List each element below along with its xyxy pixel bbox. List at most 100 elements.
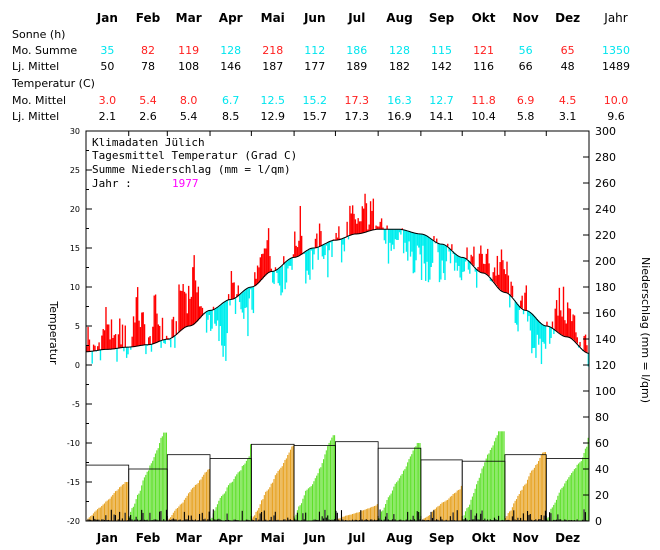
temp-day-bar — [419, 233, 421, 255]
temp-day-bar — [243, 291, 245, 319]
precip-cum-bar — [219, 497, 221, 521]
temp-day-bar — [218, 306, 220, 342]
bottom-month-label: Sep — [429, 531, 455, 545]
temp-day-bar — [281, 265, 284, 293]
precip-cum-bar — [449, 496, 451, 521]
daily-precip-bar — [356, 519, 358, 521]
temp-day-bar — [365, 203, 368, 233]
temp-day-bar — [568, 308, 570, 338]
daily-precip-bar — [234, 519, 236, 521]
temp-day-bar — [314, 238, 317, 248]
temp-day-bar — [480, 245, 482, 273]
daily-precip-bar — [201, 512, 203, 521]
daily-precip-bar — [165, 509, 168, 521]
temp-day-bar — [566, 302, 569, 337]
daily-precip-bar — [316, 519, 318, 521]
temp-day-bar — [226, 300, 228, 334]
precip-cum-bar — [312, 484, 314, 521]
precip-cum-bar — [221, 496, 223, 521]
precip-cum-bar — [511, 507, 513, 521]
daily-precip-bar — [95, 519, 97, 521]
legend-year-label: Jahr : — [92, 177, 132, 190]
daily-precip-bar — [172, 518, 174, 521]
precip-cum-bar — [438, 505, 440, 521]
temp-day-bar — [299, 205, 301, 256]
precip-cum-bar — [172, 512, 174, 521]
daily-precip-bar — [204, 518, 206, 521]
precip-cum-bar — [396, 482, 398, 521]
temp-day-bar — [562, 286, 565, 336]
precip-cum-bar — [411, 454, 413, 521]
precip-cum-bar — [547, 517, 549, 521]
precip-cum-bar — [444, 501, 446, 521]
precip-cum-bar — [520, 490, 522, 521]
daily-precip-bar — [295, 519, 297, 521]
daily-precip-bar — [97, 519, 99, 521]
daily-precip-bar — [269, 519, 271, 521]
precip-cum-bar — [452, 493, 454, 521]
temp-day-bar — [102, 329, 104, 350]
table-month-Mai: Mai — [261, 11, 285, 25]
temp-day-bar — [447, 243, 449, 247]
daily-precip-bar — [409, 519, 411, 521]
temp-day-bar — [187, 285, 190, 327]
daily-precip-bar — [194, 519, 196, 521]
temp-day-bar — [538, 320, 540, 345]
precip-cum-bar — [489, 450, 491, 521]
precip-cum-bar — [113, 493, 115, 521]
daily-precip-bar — [407, 511, 409, 521]
precip-cum-bar — [404, 469, 406, 521]
daily-precip-bar — [332, 519, 334, 521]
precip-cum-bar — [347, 515, 349, 521]
precip-cum-bar — [546, 518, 548, 521]
temp-day-bar — [425, 235, 427, 281]
left-tick-label: 0 — [75, 361, 80, 370]
temp-day-bar — [266, 240, 268, 275]
temp-day-bar — [429, 237, 431, 280]
temp-day-bar — [576, 337, 578, 344]
temp-day-bar — [328, 242, 330, 251]
temp-day-bar — [474, 267, 476, 272]
daily-precip-bar — [385, 516, 387, 521]
precip-cum-bar — [121, 484, 123, 521]
temp-day-bar — [495, 275, 497, 285]
temp-day-bar — [437, 243, 439, 253]
precip-cum-bar — [408, 459, 410, 521]
daily-precip-bar — [394, 519, 396, 521]
temp-day-bar — [493, 267, 496, 283]
temp-day-bar — [316, 233, 318, 248]
precip-cum-bar — [270, 483, 272, 521]
precip-cum-bar — [426, 516, 428, 521]
daily-precip-bar — [558, 519, 560, 521]
precip-cum-bar — [442, 502, 445, 521]
precip-cum-bar — [543, 452, 545, 521]
temp-day-bar — [459, 256, 461, 278]
temp-day-bar — [498, 274, 500, 288]
daily-precip-bar — [502, 519, 504, 521]
precip-cum-bar — [323, 459, 325, 521]
daily-precip-bar — [88, 519, 90, 521]
temp-day-bar — [564, 320, 566, 337]
right-tick-label: 20 — [595, 489, 609, 502]
precip-cum-bar — [471, 496, 473, 521]
precip-cum-bar — [171, 515, 173, 521]
daily-precip-bar — [324, 509, 326, 521]
precip-cum-bar — [572, 471, 574, 521]
precip-cum-bar — [305, 490, 307, 521]
daily-precip-bar — [496, 519, 498, 521]
precip-cum-bar — [398, 478, 400, 521]
temp-day-bar — [251, 287, 253, 310]
daily-precip-bar — [94, 518, 96, 521]
daily-precip-bar — [273, 515, 275, 521]
precip-cum-bar — [383, 507, 385, 521]
precip-cum-bar — [263, 495, 265, 521]
temp-day-bar — [234, 298, 237, 314]
precip-cum-bar — [227, 485, 230, 521]
temp-cell: 6.9 — [517, 94, 535, 107]
temp-day-bar — [86, 346, 88, 352]
precip-cum-bar — [267, 489, 269, 521]
temp-day-bar — [179, 290, 182, 332]
precip-cum-bar — [146, 471, 148, 521]
temp-day-bar — [331, 240, 333, 258]
temp-day-bar — [300, 235, 303, 255]
